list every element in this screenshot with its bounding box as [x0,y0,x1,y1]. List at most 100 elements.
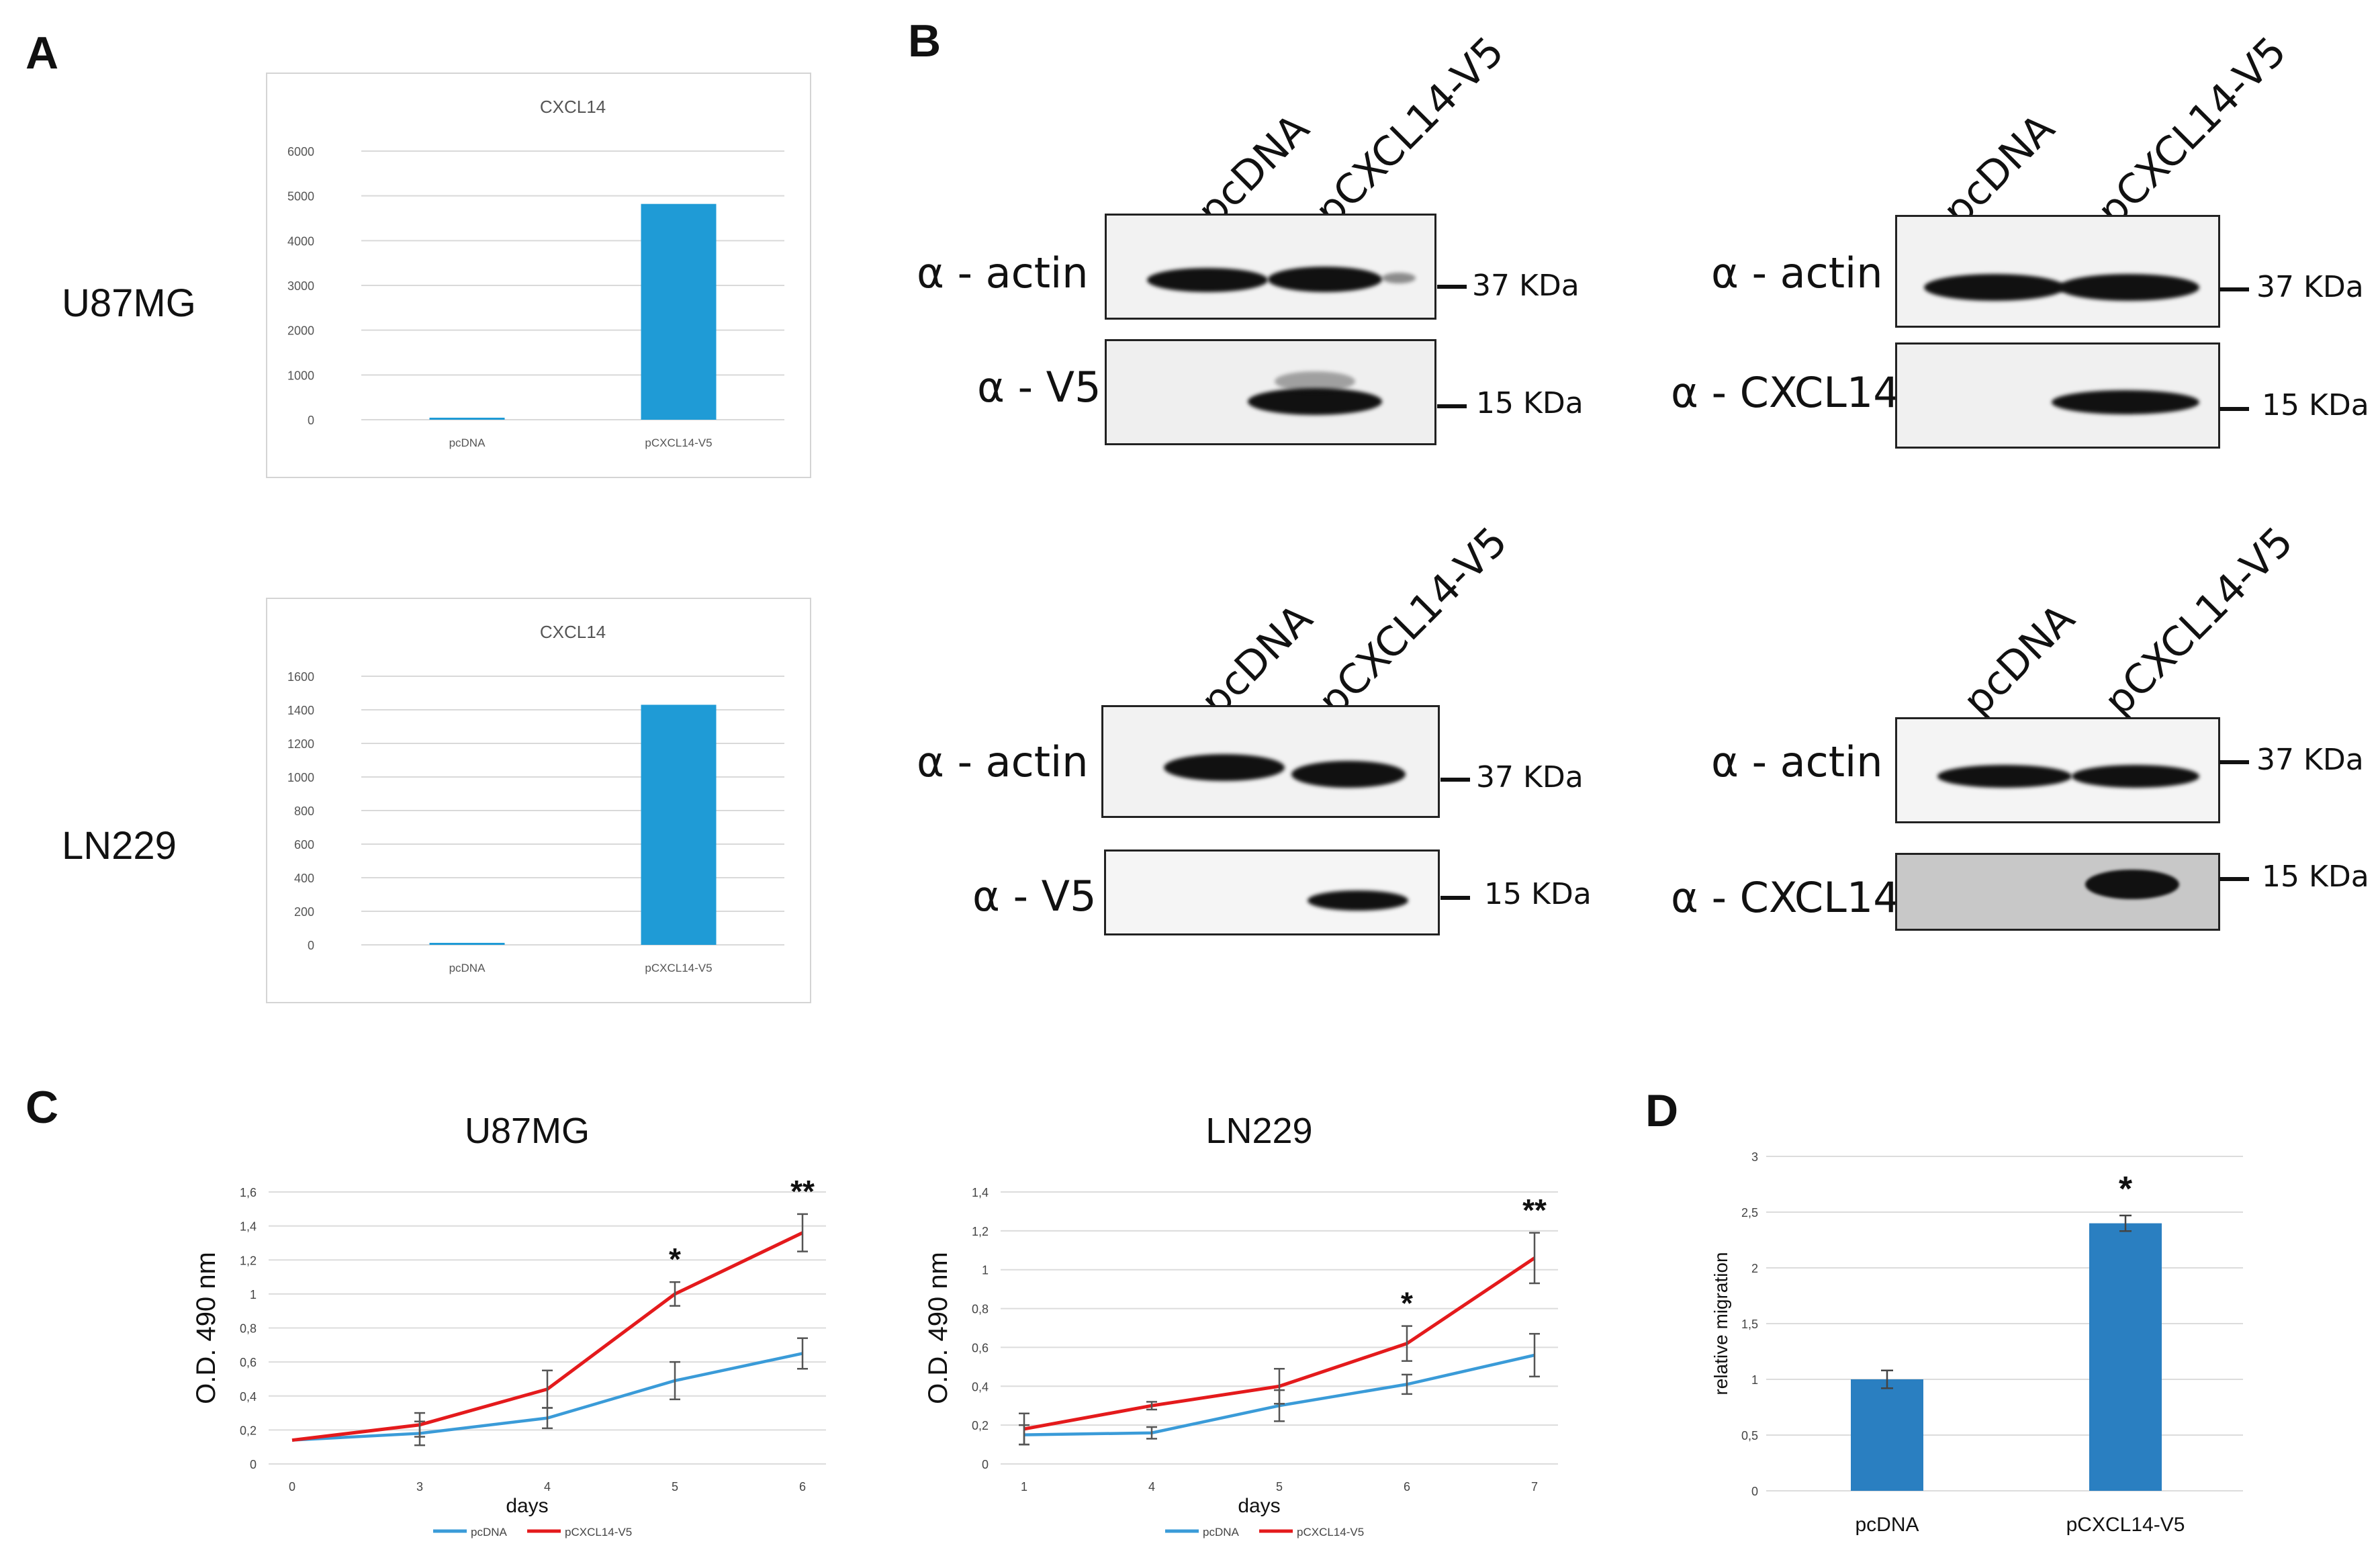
chart-c-u87mg: U87MG O.D. 490 nm 0 0,2 0,4 0,6 0,8 1 1,2 1,4 1,6 0… [191,1111,826,1538]
y-tick-label: 1400 [287,704,314,717]
blot-v5-tl [1105,339,1436,445]
y-tick-label: 0,5 [1741,1429,1758,1442]
blot-label-v5: α - V5 [977,363,1101,412]
cell-line-label-u87mg: U87MG [62,281,196,325]
significance-marker: * [1401,1286,1413,1321]
band [1275,371,1355,392]
chart-a-ln229: CXCL14CXCL14 relative expression02004006… [217,622,784,974]
lane-label-pcxcl14-v5: pCXCL14-V5 [2095,518,2303,725]
chart-a-ln229-frame: CXCL14CXCL14 relative expression02004006… [217,598,811,1003]
y-tick-label: 1,4 [240,1220,257,1234]
significance-marker: ** [790,1174,815,1209]
y-tick-label: 0 [308,939,314,952]
y-tick-label: 0 [1751,1485,1758,1498]
blot-label-actin: α - actin [1711,248,1883,297]
band [1291,761,1406,788]
x-tick-label: 6 [1404,1480,1410,1494]
chart-title: U87MG [465,1111,590,1151]
x-tick-label: 6 [799,1480,806,1494]
band [1937,765,2072,788]
kda-label-15: 15 KDa [1484,877,1592,911]
blot-label-v5: α - V5 [972,872,1097,921]
chart-title: LN229 [1205,1111,1312,1151]
band [1924,274,2065,301]
significance-marker: * [2119,1170,2133,1209]
y-tick-label: 6000 [287,145,314,158]
legend-label-pcdna: pcDNA [471,1526,508,1538]
chart-title: CXCL14 [540,622,606,642]
kda-tick [2219,760,2249,764]
significance-marker: ** [1522,1193,1547,1228]
lane-label-pcxcl14-v5: pCXCL14-V5 [2089,28,2296,235]
y-tick-label: 200 [294,905,314,919]
band [1308,890,1408,911]
y-tick-label: 0,2 [972,1419,989,1432]
y-tick-label: 2,5 [1741,1206,1758,1220]
y-tick-label: 600 [294,838,314,852]
chart-d-migration: relative migration 0 0,5 1 1,5 2 2,5 3 pcDNA pCXC… [1710,1150,2243,1536]
chart-title: CXCL14 [540,97,606,117]
kda-label-37: 37 KDa [1476,760,1584,794]
kda-label-37: 37 KDa [2256,270,2364,304]
y-tick-label: 2 [1751,1262,1758,1275]
blot-cxcl14-tr [1895,342,2220,449]
lane-label-pcxcl14-v5: pCXCL14-V5 [1306,28,1514,235]
kda-label-37: 37 KDa [1472,269,1580,303]
y-tick-label: 0,8 [972,1303,989,1316]
blot-label-cxcl14: α - CXCL14 [1671,368,1900,417]
kda-tick [1440,896,1470,900]
significance-marker: * [669,1242,681,1277]
x-tick-label: pCXCL14-V5 [2066,1514,2185,1536]
y-tick-label: 1200 [287,737,314,751]
kda-tick [1437,404,1467,408]
band [2072,765,2199,788]
x-tick-label: 4 [544,1480,551,1494]
y-tick-label: 1,4 [972,1186,989,1199]
kda-label-15: 15 KDa [2262,860,2369,894]
y-tick-label: 1 [982,1264,989,1277]
y-tick-label: 1,2 [240,1254,257,1267]
x-axis-label: days [506,1495,548,1517]
x-tick-label: 3 [416,1480,423,1494]
x-tick-label: pcDNA [1855,1514,1919,1536]
y-tick-label: 0,4 [972,1380,989,1393]
blot-cxcl14-br [1895,853,2220,931]
kda-tick [2219,877,2249,881]
y-tick-label: 1,6 [240,1186,257,1199]
y-tick-label: 0,2 [240,1424,257,1437]
blot-label-actin: α - actin [917,737,1089,786]
kda-label-15: 15 KDa [1476,386,1584,420]
y-tick-label: 0,6 [240,1356,257,1369]
y-tick-label: 1000 [287,771,314,784]
y-tick-label: 0,4 [240,1390,257,1404]
blot-label-cxcl14: α - CXCL14 [1671,873,1900,922]
x-tick-label: 0 [289,1480,295,1494]
y-tick-label: 400 [294,872,314,885]
kda-tick [1440,778,1470,782]
y-tick-label: 1600 [287,670,314,684]
blot-label-actin: α - actin [1711,737,1883,786]
x-tick-label: pCXCL14-V5 [645,437,712,449]
bar [2089,1223,2162,1491]
lane-label-pcxcl14-v5: pCXCL14-V5 [1310,518,1517,725]
x-tick-label: 7 [1531,1480,1538,1494]
x-tick-label: 5 [672,1480,678,1494]
y-tick-label: 3000 [287,279,314,293]
y-tick-label: 1 [1751,1373,1758,1387]
band [1248,388,1382,415]
blot-actin-bl [1101,705,1440,818]
legend-label-pcxcl14-v5: pCXCL14-V5 [565,1526,632,1538]
band [1382,273,1416,283]
band [2058,274,2199,301]
x-tick-label: pcDNA [449,962,486,974]
blot-actin-br [1895,717,2220,823]
band [1164,754,1285,781]
bar [429,418,505,420]
panel-letter-c: C [26,1082,59,1133]
bar [1851,1379,1923,1491]
y-tick-label: 5000 [287,190,314,203]
x-tick-label: pcDNA [449,437,486,449]
chart-a-u87mg: CXCL14CXCL14 relative expression01000200… [217,97,784,449]
kda-tick [2219,287,2249,291]
y-tick-label: 800 [294,805,314,818]
